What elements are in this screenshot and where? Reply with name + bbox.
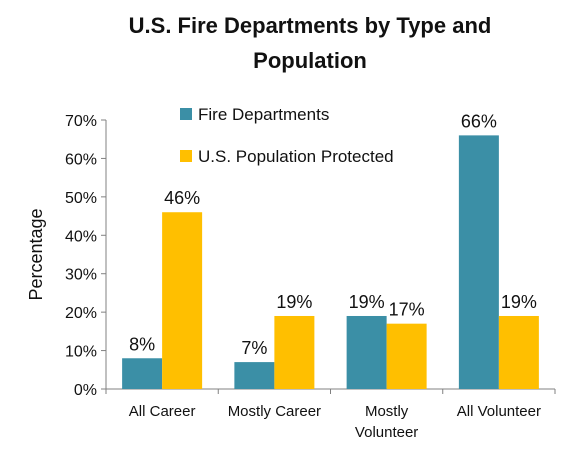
data-label: 17% [389,300,425,320]
legend-label: Fire Departments [198,105,329,124]
data-label: 66% [461,111,497,131]
bar-population-protected [162,212,203,389]
y-tick-label: 20% [65,305,97,322]
data-label: 19% [501,292,537,312]
x-category-label: All Volunteer [457,403,541,420]
data-label: 46% [164,188,200,208]
data-label: 7% [241,338,267,358]
legend-swatch [180,108,192,120]
bar-population-protected [386,323,427,389]
data-label: 19% [276,292,312,312]
y-tick-label: 30% [65,267,97,284]
x-category-label: All Career [129,403,196,420]
x-category-label: Mostly Career [228,403,321,420]
legend-label: U.S. Population Protected [198,147,394,166]
bar-fire-departments [458,135,499,389]
y-tick-label: 60% [65,151,97,168]
chart-title-line: U.S. Fire Departments by Type and [129,13,492,38]
legend-swatch [180,150,192,162]
x-category-label: Mostly [365,403,409,420]
bar-population-protected [498,315,539,389]
y-tick-label: 70% [65,113,97,130]
y-tick-label: 40% [65,228,97,245]
bar-fire-departments [346,315,387,389]
y-tick-label: 10% [65,344,97,361]
y-tick-label: 50% [65,190,97,207]
x-category-label: Volunteer [355,424,418,441]
data-label: 8% [129,334,155,354]
bar-fire-departments [122,358,163,389]
bar-population-protected [274,315,315,389]
chart-title-line: Population [253,48,367,73]
bar-fire-departments [234,362,275,389]
y-tick-label: 0% [74,382,97,399]
y-axis-label: Percentage [26,208,46,300]
data-label: 19% [349,292,385,312]
